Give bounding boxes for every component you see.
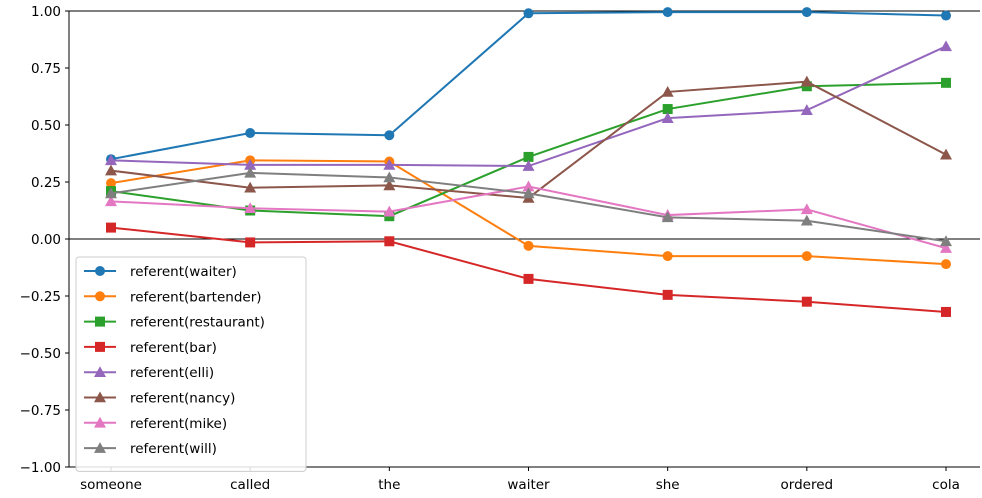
data-point [383, 171, 396, 183]
series-referent-will- [105, 166, 952, 247]
legend: referent(waiter) referent(bartender) refer… [75, 256, 307, 472]
legend-label: referent(elli) [130, 365, 214, 381]
series-referent-elli- [105, 40, 952, 171]
data-point [522, 180, 535, 192]
legend-marker [95, 316, 105, 327]
data-point [384, 130, 395, 141]
data-point [801, 296, 812, 307]
legend-marker [95, 341, 105, 352]
data-point [940, 40, 952, 52]
legend-item: referent(waiter) [84, 264, 237, 280]
legend-marker [94, 442, 106, 453]
data-point [523, 240, 534, 251]
axes: −1.00 −0.75 −0.50 −0.25 0.00 0.25 0.50 0.75 1.00… [20, 4, 980, 493]
series-line [110, 45, 947, 168]
data-point [941, 77, 951, 88]
data-point [105, 187, 117, 199]
data-point [941, 10, 951, 21]
data-point [800, 214, 813, 226]
legend-marker [94, 366, 106, 377]
data-point [801, 7, 812, 18]
data-point [661, 85, 674, 97]
data-point [244, 202, 257, 214]
data-point [105, 154, 117, 166]
data-point [244, 158, 257, 170]
plot-area [105, 7, 952, 317]
y-tick-label: 1.00 [31, 4, 61, 20]
data-point [383, 158, 396, 170]
x-tick-label: cola [932, 477, 960, 493]
data-point [662, 7, 673, 18]
y-tick-label: 0.50 [31, 118, 61, 134]
data-point [941, 259, 951, 270]
legend-label: referent(restaurant) [130, 315, 265, 331]
data-point [384, 236, 395, 247]
data-point [941, 306, 951, 317]
data-point [940, 242, 952, 253]
legend-marker [94, 391, 106, 403]
y-tick-label: −1.00 [20, 460, 61, 476]
data-point [106, 178, 116, 189]
legend-item: referent(restaurant) [84, 315, 265, 331]
series-referent-bartender- [106, 155, 951, 270]
legend-item: referent(bartender) [84, 289, 262, 305]
data-point [661, 211, 674, 223]
data-point [522, 187, 535, 199]
data-point [523, 151, 534, 162]
data-point [383, 205, 396, 217]
y-tick-label: 0.00 [31, 232, 61, 248]
data-point [662, 104, 673, 115]
y-tick-label: −0.75 [20, 403, 61, 419]
data-point [800, 104, 813, 115]
legend-label: referent(bar) [130, 340, 217, 356]
x-tick-label: called [230, 477, 270, 493]
data-point [383, 179, 396, 191]
data-point [661, 112, 674, 123]
data-point [245, 237, 256, 248]
legend-item: referent(elli) [84, 365, 214, 381]
data-point [523, 273, 534, 284]
data-point [522, 160, 535, 171]
x-tick-label: waiter [507, 477, 550, 493]
data-point [244, 166, 257, 178]
legend-item: referent(mike) [84, 416, 227, 432]
legend-marker [95, 266, 105, 276]
legend-marker [94, 416, 106, 428]
data-point [662, 251, 673, 262]
data-point [662, 289, 673, 300]
data-point [106, 222, 116, 233]
data-point [801, 251, 812, 262]
series-referent-waiter- [106, 7, 951, 165]
legend-label: referent(mike) [130, 416, 227, 432]
data-point [800, 75, 813, 87]
data-point [105, 195, 117, 207]
x-tick-label: the [378, 477, 400, 493]
series-line [110, 80, 947, 199]
data-point [940, 148, 952, 160]
data-point [800, 203, 813, 215]
legend-item: referent(nancy) [84, 391, 235, 407]
data-point [245, 127, 256, 138]
x-tick-label: she [656, 477, 680, 493]
legend-label: referent(bartender) [130, 289, 262, 305]
legend-item: referent(will) [84, 441, 217, 457]
legend-label: referent(waiter) [130, 264, 237, 280]
data-point [244, 181, 257, 193]
series-referent-bar- [106, 222, 951, 317]
data-point [105, 164, 117, 176]
legend-label: referent(nancy) [130, 391, 235, 407]
x-tick-label: someone [80, 477, 142, 493]
legend-item: referent(bar) [84, 340, 217, 356]
legend-box [75, 256, 307, 472]
y-tick-label: 0.75 [31, 61, 61, 77]
y-tick-label: −0.25 [20, 289, 61, 305]
legend-marker [95, 291, 105, 302]
data-point [940, 235, 952, 247]
x-tick-label: ordered [781, 477, 834, 493]
legend-label: referent(will) [130, 441, 217, 457]
y-tick-label: 0.25 [31, 175, 61, 191]
y-tick-label: −0.50 [20, 346, 61, 362]
data-point [523, 8, 534, 19]
